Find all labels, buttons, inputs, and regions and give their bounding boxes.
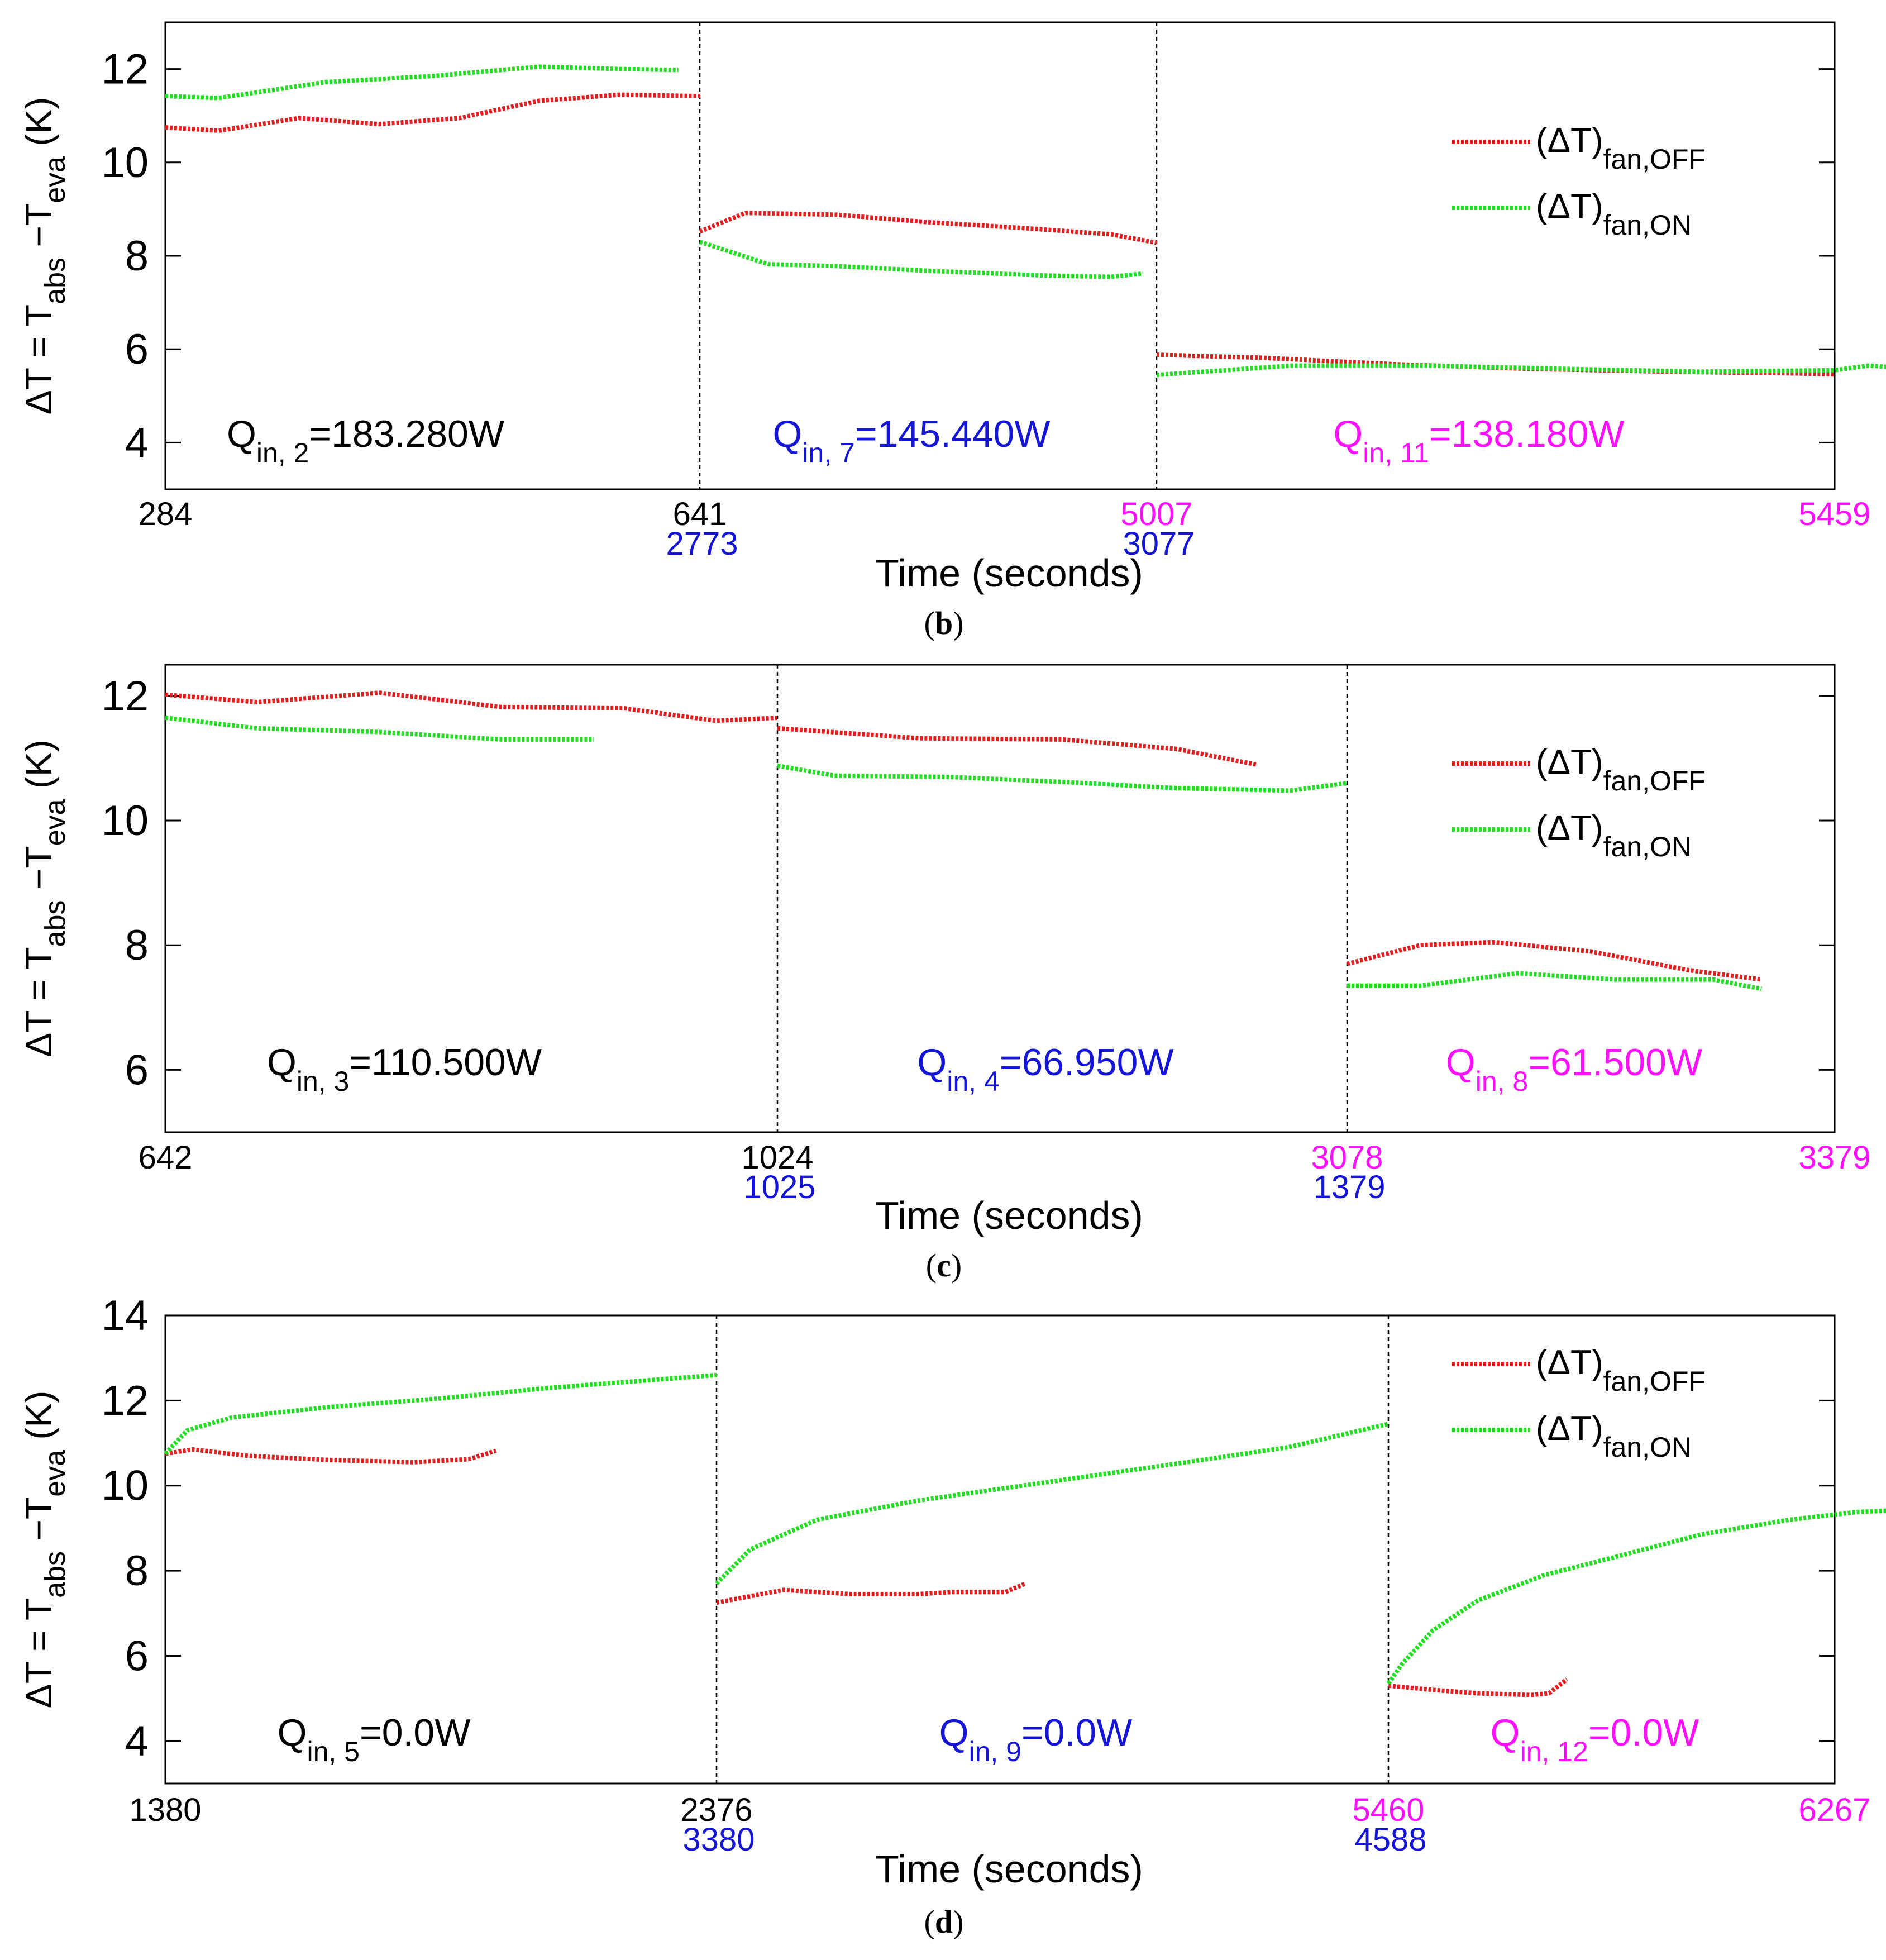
x-tick-label-secondary: 2773 <box>666 526 738 562</box>
series-line-fan-off <box>699 211 1157 245</box>
y-tick-label: 6 <box>125 1632 149 1680</box>
segment-power-label: Qin, 4=66.950W <box>917 1041 1173 1097</box>
x-tick-label-secondary: 3077 <box>1123 526 1195 562</box>
x-tick-label-secondary: 4588 <box>1354 1821 1426 1858</box>
segment-power-label: Qin, 12=0.0W <box>1491 1711 1699 1767</box>
series-line-fan-on <box>777 763 1348 793</box>
x-axis-label: Time (seconds) <box>875 1847 1143 1891</box>
x-tick-label: 2376 <box>680 1792 752 1828</box>
series-line-fan-off <box>1388 1677 1569 1697</box>
y-tick-label: 10 <box>101 1462 149 1510</box>
segment-power-label: Qin, 11=138.180W <box>1333 413 1624 469</box>
legend-label-fan-off: (ΔT)fan,OFF <box>1536 121 1706 175</box>
x-axis-label: Time (seconds) <box>875 551 1143 595</box>
series-line-fan-on <box>1386 1508 1886 1685</box>
y-tick-label: 8 <box>125 922 149 969</box>
y-tick-label: 4 <box>125 419 149 466</box>
series-line-fan-off <box>777 726 1257 767</box>
segment-power-label: Qin, 3=110.500W <box>267 1041 542 1097</box>
series-line-fan-on <box>1347 971 1762 991</box>
series-line-fan-on <box>165 64 679 101</box>
x-tick-label: 1380 <box>129 1792 201 1828</box>
x-tick-label: 1024 <box>741 1139 813 1176</box>
y-tick-label: 12 <box>101 673 149 720</box>
x-tick-label-secondary: 3380 <box>682 1821 755 1858</box>
x-tick-label: 284 <box>139 496 193 532</box>
y-tick-label: 6 <box>125 1046 149 1094</box>
segment-power-label: Qin, 9=0.0W <box>939 1711 1133 1767</box>
y-tick-label: 8 <box>125 1547 149 1595</box>
x-axis-label: Time (seconds) <box>875 1194 1143 1237</box>
segment-power-label: Qin, 8=61.500W <box>1446 1041 1702 1097</box>
x-tick-label: 5007 <box>1120 496 1192 532</box>
series-line-fan-on <box>164 1372 717 1456</box>
segment-power-label: Qin, 2=183.280W <box>227 413 504 469</box>
series-line-fan-off <box>165 1447 497 1465</box>
legend-label-fan-off: (ΔT)fan,OFF <box>1536 743 1706 797</box>
series-line-fan-on <box>1156 363 1886 378</box>
y-tick-label: 14 <box>101 1292 149 1339</box>
x-tick-label: 5460 <box>1352 1792 1424 1828</box>
legend: (ΔT)fan,OFF (ΔT)fan,ON <box>1452 1343 1706 1463</box>
series-line-fan-on <box>699 240 1143 279</box>
panel-caption: (d) <box>924 1904 964 1940</box>
plot-frame <box>164 664 1836 1133</box>
x-tick-label-secondary: 1379 <box>1313 1169 1385 1205</box>
x-tick-label: 3379 <box>1798 1139 1870 1176</box>
panel-caption: (b) <box>924 605 964 641</box>
series-line-fan-off <box>716 1581 1026 1605</box>
x-tick-label: 642 <box>139 1139 193 1176</box>
segment-power-label: Qin, 7=145.440W <box>772 413 1050 469</box>
y-axis-label: ΔT = Tabs −Teva (K) <box>18 1391 71 1709</box>
y-tick-label: 8 <box>125 232 149 280</box>
legend: (ΔT)fan,OFF (ΔT)fan,ON <box>1452 743 1706 862</box>
legend-label-fan-off: (ΔT)fan,OFF <box>1536 1343 1706 1397</box>
segment-power-label: Qin, 5=0.0W <box>278 1711 471 1767</box>
x-tick-label-secondary: 1025 <box>743 1169 815 1205</box>
series-line-fan-off <box>165 92 700 133</box>
y-axis-label: ΔT = Tabs −Teva (K) <box>18 97 71 415</box>
plot-frame <box>164 1314 1836 1785</box>
y-tick-label: 12 <box>101 46 149 93</box>
series-line-fan-on <box>165 715 594 742</box>
y-tick-label: 4 <box>125 1718 149 1765</box>
y-tick-label: 10 <box>101 139 149 187</box>
x-tick-label: 5459 <box>1798 496 1870 532</box>
legend: (ΔT)fan,OFF (ΔT)fan,ON <box>1452 121 1706 241</box>
legend-label-fan-on: (ΔT)fan,ON <box>1536 809 1692 862</box>
y-tick-label: 12 <box>101 1377 149 1424</box>
y-axis-label: ΔT = Tabs −Teva (K) <box>18 740 71 1057</box>
x-tick-label: 641 <box>673 496 727 532</box>
series-line-fan-on <box>715 1422 1389 1585</box>
y-tick-label: 6 <box>125 326 149 373</box>
series-line-fan-off <box>165 690 778 723</box>
x-tick-label: 6267 <box>1798 1792 1870 1828</box>
x-tick-label: 3078 <box>1311 1139 1383 1176</box>
y-tick-label: 10 <box>101 797 149 845</box>
legend-label-fan-on: (ΔT)fan,ON <box>1536 1409 1692 1463</box>
panel-caption: (c) <box>926 1247 962 1284</box>
legend-label-fan-on: (ΔT)fan,ON <box>1536 187 1692 241</box>
series-line-fan-off <box>1347 940 1762 982</box>
